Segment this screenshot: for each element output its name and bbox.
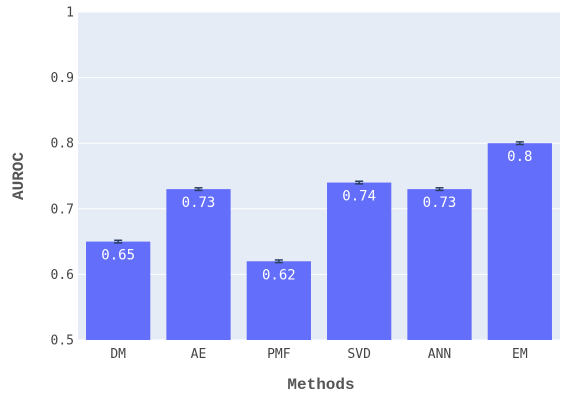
bar-value-label: 0.73 (182, 195, 216, 211)
x-tick-label: PMF (267, 347, 291, 362)
x-tick-label: SVD (347, 347, 371, 362)
plot-background (78, 12, 560, 340)
y-tick-label: 0.6 (51, 268, 74, 283)
bar-value-label: 0.73 (423, 195, 457, 211)
x-tick-label: DM (110, 347, 126, 362)
error-bar (355, 180, 364, 185)
bar-value-label: 0.74 (342, 189, 376, 205)
x-axis-ticks: DM AE PMF SVD ANN EM (110, 347, 527, 362)
gridlines (78, 11, 560, 341)
bar-svd (327, 182, 392, 340)
error-bar (194, 187, 203, 192)
x-tick-label: AE (191, 347, 207, 362)
bar-pmf (246, 261, 311, 340)
y-axis-ticks: 0.5 0.6 0.7 0.8 0.9 1 (51, 6, 74, 349)
y-tick-label: 0.9 (51, 71, 74, 86)
x-axis-title: Methods (287, 376, 354, 394)
error-bar (435, 187, 444, 192)
bar-ae (166, 189, 231, 340)
error-bar (274, 259, 283, 264)
bar-value-label: 0.8 (507, 149, 532, 165)
bar-value-label: 0.65 (101, 248, 135, 264)
bar-dm (86, 241, 151, 340)
bar-ann (407, 189, 472, 340)
y-tick-label: 0.7 (51, 202, 74, 217)
x-tick-label: EM (512, 347, 528, 362)
x-tick-label: ANN (428, 347, 451, 362)
bar-em (487, 143, 552, 340)
error-bar (114, 239, 123, 244)
error-bar (515, 141, 524, 146)
bars: 0.65 0.73 0.62 0.74 0.73 0.8 (86, 141, 552, 340)
y-tick-label: 0.8 (51, 137, 74, 152)
y-tick-label: 1 (66, 6, 74, 21)
y-axis-title: AUROC (10, 152, 28, 200)
y-tick-label: 0.5 (51, 334, 74, 349)
bar-value-label: 0.62 (262, 267, 296, 283)
